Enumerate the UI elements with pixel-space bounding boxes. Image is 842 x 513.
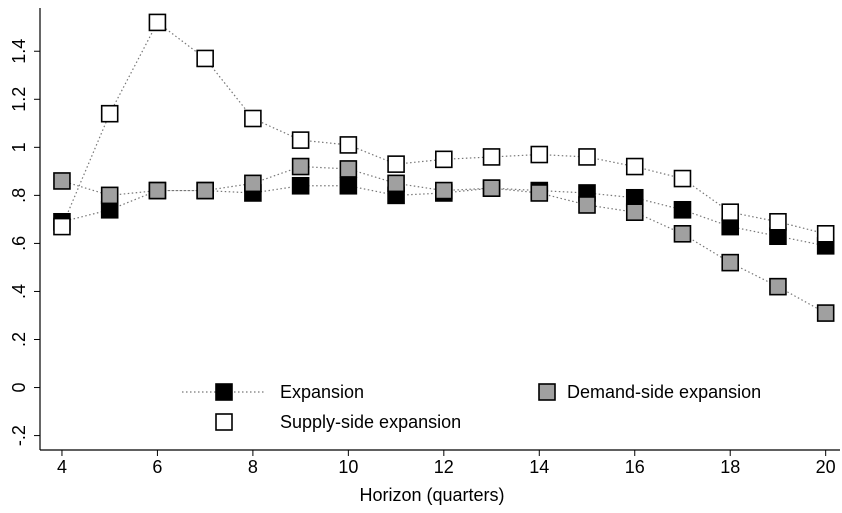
series-line xyxy=(61,21,826,235)
marker xyxy=(387,174,405,193)
legend-label: Expansion xyxy=(280,382,364,402)
x-tick-label: 18 xyxy=(720,457,740,477)
marker xyxy=(244,174,262,193)
x-tick-label: 14 xyxy=(529,457,549,477)
marker xyxy=(530,184,549,202)
marker xyxy=(769,277,787,296)
legend-marker xyxy=(215,383,233,401)
y-tick-label: .4 xyxy=(9,284,29,299)
x-tick-label: 16 xyxy=(625,457,645,477)
marker xyxy=(148,181,167,200)
marker xyxy=(673,169,692,188)
marker xyxy=(769,212,787,231)
x-tick-label: 12 xyxy=(434,457,454,477)
marker xyxy=(100,186,119,205)
y-tick-label: 1 xyxy=(9,142,29,152)
y-tick-label: .6 xyxy=(9,236,29,251)
marker xyxy=(100,104,119,123)
legend-label: Demand-side expansion xyxy=(567,382,761,402)
legend-marker xyxy=(215,413,233,431)
marker xyxy=(769,227,787,246)
marker xyxy=(244,109,262,128)
y-tick-label: .2 xyxy=(9,332,29,347)
marker xyxy=(387,155,405,173)
marker xyxy=(816,304,835,322)
y-tick-label: -.2 xyxy=(9,425,29,446)
marker xyxy=(482,148,501,166)
marker xyxy=(435,150,453,169)
y-tick-label: 1.2 xyxy=(9,87,29,112)
marker xyxy=(53,217,71,236)
x-axis-label: Horizon (quarters) xyxy=(359,485,504,505)
x-tick-label: 8 xyxy=(248,457,258,477)
marker xyxy=(721,253,740,272)
y-tick-label: 1.4 xyxy=(9,39,29,64)
marker xyxy=(625,157,644,176)
legend-label: Supply-side expansion xyxy=(280,412,461,432)
marker xyxy=(721,217,740,236)
marker xyxy=(53,172,71,190)
marker xyxy=(435,181,453,200)
marker xyxy=(625,188,644,207)
marker xyxy=(530,145,549,164)
marker xyxy=(578,148,596,166)
marker xyxy=(578,196,596,214)
marker xyxy=(625,203,644,221)
marker xyxy=(291,176,310,195)
marker xyxy=(339,136,358,154)
marker xyxy=(482,179,501,197)
y-tick-label: 0 xyxy=(9,383,29,393)
marker xyxy=(291,131,310,149)
x-tick-label: 6 xyxy=(152,457,162,477)
y-tick-label: .8 xyxy=(9,188,29,203)
marker xyxy=(339,160,358,178)
x-tick-label: 20 xyxy=(816,457,836,477)
marker xyxy=(816,225,835,243)
marker xyxy=(721,203,740,221)
marker xyxy=(196,49,214,68)
marker xyxy=(339,176,358,195)
marker xyxy=(148,13,167,32)
marker xyxy=(291,157,310,176)
marker xyxy=(196,181,214,200)
legend-marker xyxy=(538,383,556,401)
marker xyxy=(100,200,119,219)
x-tick-label: 4 xyxy=(57,457,67,477)
marker xyxy=(673,225,692,243)
marker xyxy=(673,200,692,219)
x-tick-label: 10 xyxy=(338,457,358,477)
